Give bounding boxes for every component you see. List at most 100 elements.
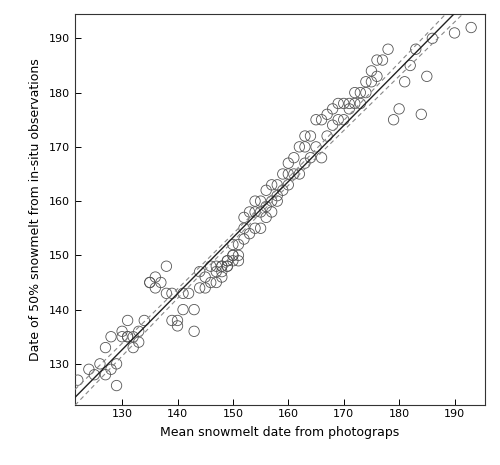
Point: [340, 116, 347, 124]
Point: [340, 100, 347, 107]
Point: [146, 279, 154, 286]
Point: [334, 116, 342, 124]
Point: [323, 132, 331, 140]
Point: [268, 208, 276, 216]
Point: [306, 154, 314, 161]
Point: [290, 154, 298, 161]
Point: [174, 322, 182, 330]
Point: [251, 225, 259, 232]
Point: [240, 225, 248, 232]
Point: [140, 317, 148, 324]
Point: [284, 170, 292, 178]
Point: [301, 143, 309, 151]
Point: [356, 89, 364, 96]
Point: [418, 111, 426, 118]
Point: [146, 279, 154, 286]
Point: [323, 111, 331, 118]
Point: [234, 257, 242, 265]
Point: [162, 290, 170, 297]
Point: [152, 273, 160, 281]
Point: [296, 143, 304, 151]
Point: [179, 306, 187, 313]
Point: [384, 46, 392, 53]
Point: [328, 105, 336, 113]
Point: [224, 257, 232, 265]
Point: [318, 116, 326, 124]
Point: [107, 333, 115, 340]
Point: [152, 284, 160, 292]
Point: [112, 360, 120, 367]
Point: [373, 73, 381, 80]
Point: [118, 328, 126, 335]
Point: [268, 197, 276, 205]
Point: [273, 181, 281, 189]
Point: [96, 360, 104, 367]
Point: [450, 29, 458, 37]
Point: [190, 306, 198, 313]
Point: [279, 186, 287, 194]
Point: [190, 328, 198, 335]
Point: [351, 100, 359, 107]
Point: [229, 252, 237, 259]
Point: [102, 344, 110, 352]
Point: [206, 279, 214, 286]
Point: [301, 159, 309, 167]
Point: [390, 116, 398, 124]
Point: [184, 290, 192, 297]
Point: [256, 225, 264, 232]
Point: [318, 154, 326, 161]
Point: [118, 333, 126, 340]
Point: [246, 208, 254, 216]
Point: [362, 89, 370, 96]
Point: [406, 62, 414, 69]
Point: [312, 143, 320, 151]
Point: [301, 132, 309, 140]
Point: [224, 262, 232, 270]
Point: [273, 192, 281, 199]
Point: [107, 365, 115, 373]
Point: [206, 262, 214, 270]
Point: [395, 105, 403, 113]
Point: [346, 100, 354, 107]
Point: [85, 365, 93, 373]
Point: [179, 290, 187, 297]
Point: [218, 262, 226, 270]
Point: [174, 317, 182, 324]
Point: [168, 317, 176, 324]
Point: [412, 46, 420, 53]
Point: [428, 34, 436, 42]
Point: [351, 89, 359, 96]
Point: [306, 132, 314, 140]
Point: [400, 78, 408, 86]
Point: [279, 170, 287, 178]
Point: [268, 181, 276, 189]
Point: [240, 235, 248, 243]
Point: [262, 186, 270, 194]
Point: [312, 116, 320, 124]
Point: [346, 105, 354, 113]
Point: [224, 257, 232, 265]
Point: [102, 371, 110, 379]
Point: [284, 181, 292, 189]
Point: [218, 273, 226, 281]
Point: [246, 230, 254, 237]
Point: [134, 339, 142, 346]
Point: [368, 78, 376, 86]
Point: [124, 333, 132, 340]
Point: [256, 197, 264, 205]
Y-axis label: Date of 50% snowmelt from in-situ observations: Date of 50% snowmelt from in-situ observ…: [29, 58, 42, 361]
Point: [229, 241, 237, 248]
Point: [129, 344, 137, 352]
Point: [368, 67, 376, 74]
Point: [212, 268, 220, 275]
Point: [157, 279, 165, 286]
Point: [296, 170, 304, 178]
Point: [134, 328, 142, 335]
Point: [423, 73, 431, 80]
Point: [251, 197, 259, 205]
Point: [90, 371, 98, 379]
Point: [124, 317, 132, 324]
Point: [168, 290, 176, 297]
Point: [240, 213, 248, 221]
Point: [234, 252, 242, 259]
